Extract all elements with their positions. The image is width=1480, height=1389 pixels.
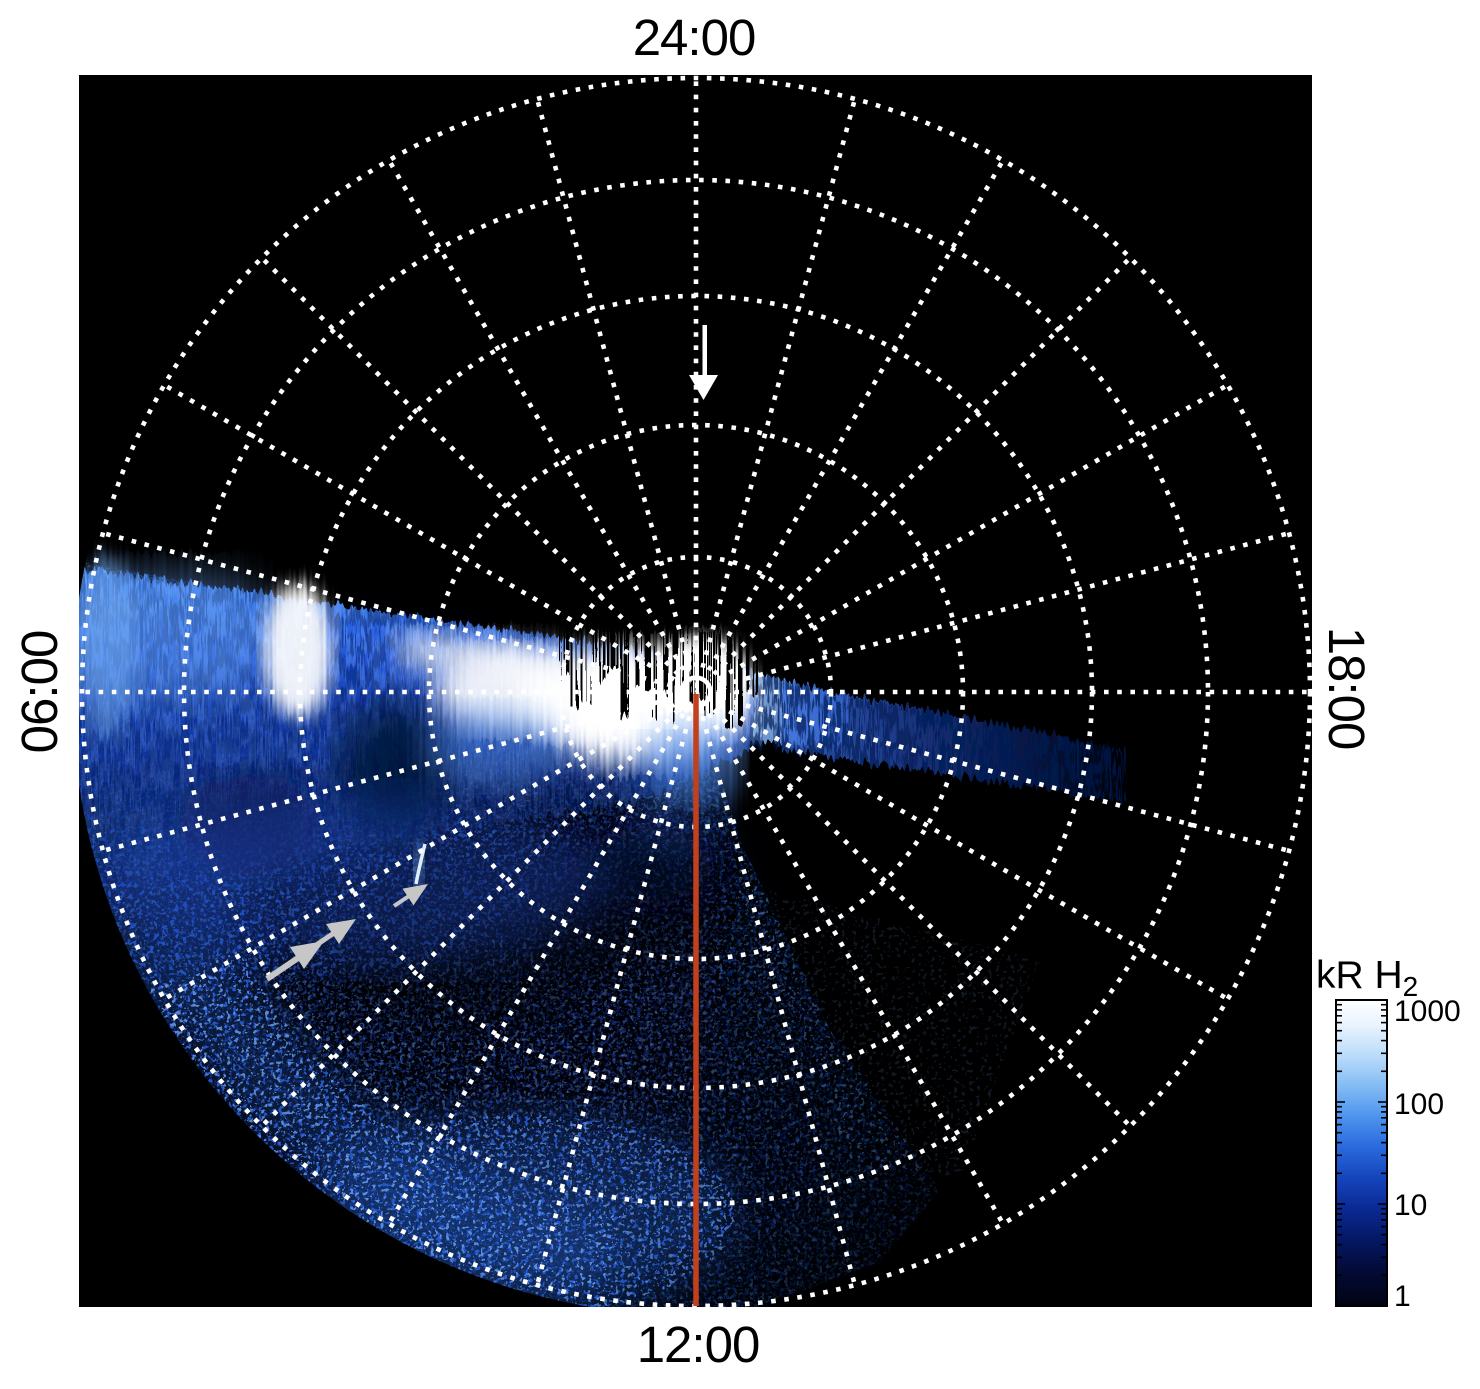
svg-text:1000: 1000 xyxy=(1394,995,1461,1028)
svg-text:18:00: 18:00 xyxy=(1318,627,1375,750)
svg-text:06:00: 06:00 xyxy=(11,631,68,754)
svg-text:10: 10 xyxy=(1394,1189,1427,1222)
svg-text:kR H2: kR H2 xyxy=(1316,954,1418,1002)
svg-text:1: 1 xyxy=(1394,1280,1411,1313)
svg-text:100: 100 xyxy=(1394,1088,1444,1121)
svg-text:12:00: 12:00 xyxy=(637,1316,760,1373)
svg-text:24:00: 24:00 xyxy=(633,9,756,66)
